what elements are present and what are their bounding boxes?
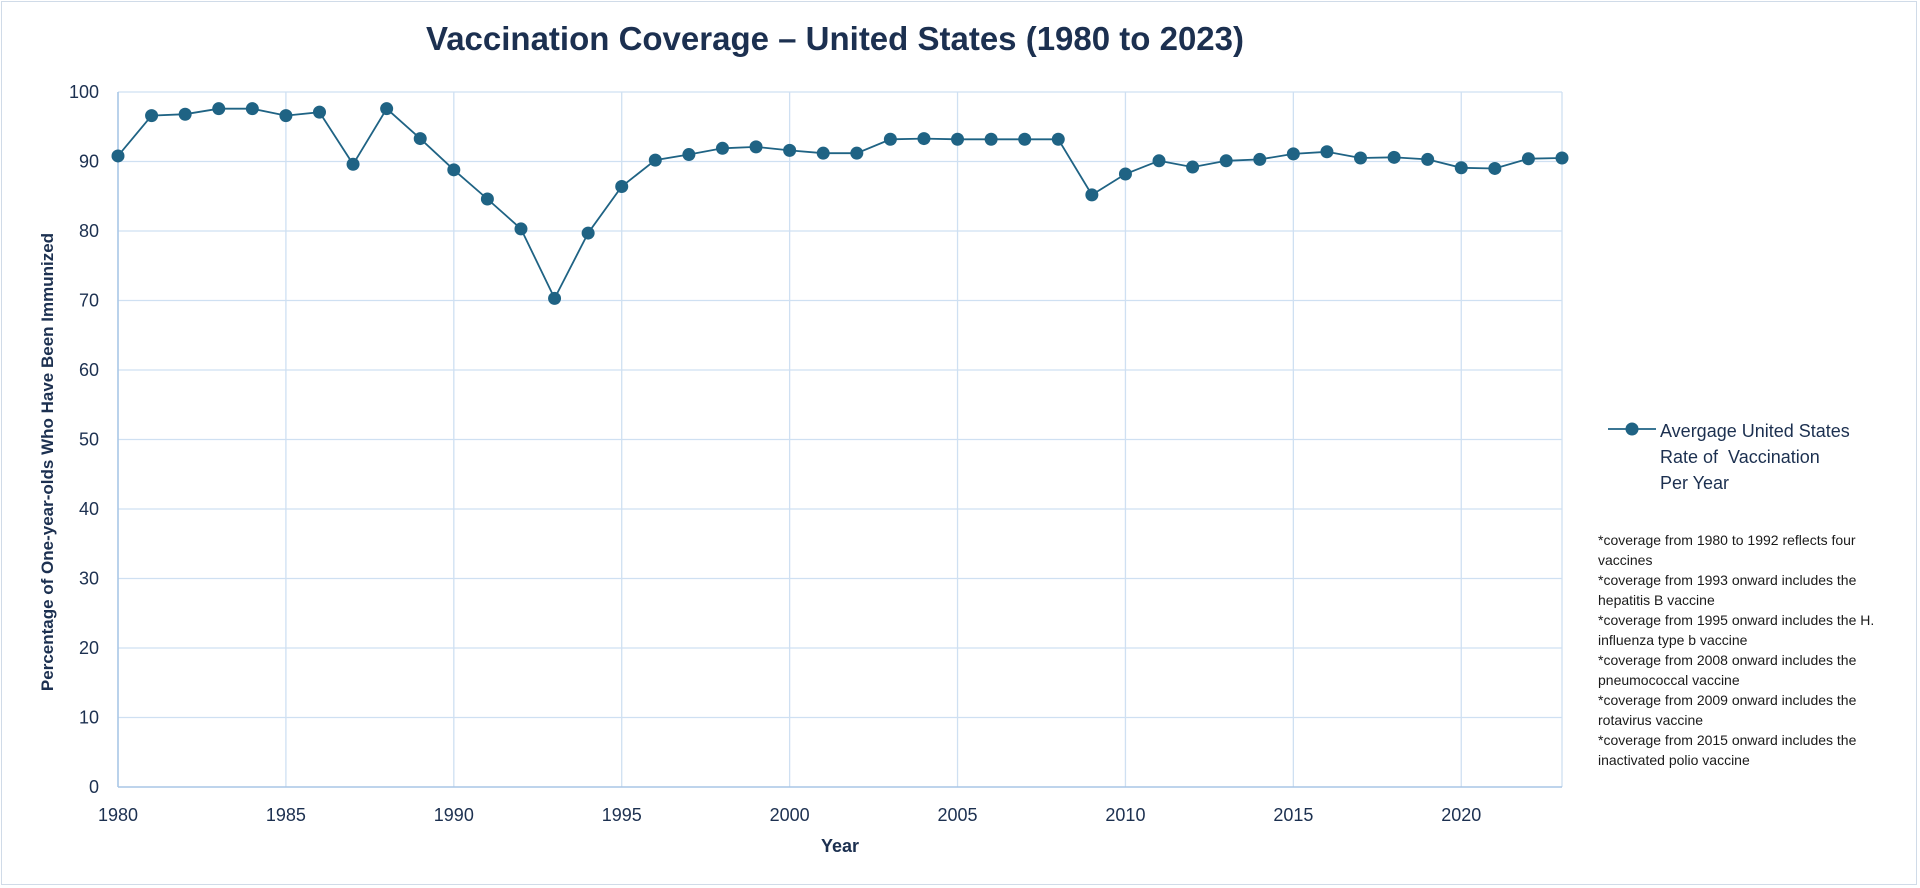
data-point: 2010: 88.2 xyxy=(1118,167,1132,181)
note-5: *coverage from 2009 onward includes the … xyxy=(1598,692,1857,728)
data-point: 1994: 79.7 xyxy=(581,226,595,240)
data-point: 2016: 91.4 xyxy=(1320,145,1334,159)
y-tick-label: 50 xyxy=(79,430,99,450)
x-tick-label: 2015 xyxy=(1273,805,1313,825)
data-point: 2017: 90.5 xyxy=(1354,151,1368,165)
y-tick-labels: 0 10 20 30 40 50 60 70 80 90 100 xyxy=(69,82,99,797)
data-point: 1989: 93.3 xyxy=(413,132,427,146)
series-line xyxy=(117,107,1563,301)
x-tick-label: 2020 xyxy=(1441,805,1481,825)
y-tick-label: 0 xyxy=(89,777,99,797)
data-point: 2022: 90.4 xyxy=(1521,152,1535,166)
data-point: 1986: 97.1 xyxy=(312,105,326,119)
data-point: 2006: 93.2 xyxy=(984,132,998,146)
legend-label: Avergage United States Rate of Vaccinati… xyxy=(1660,418,1885,496)
y-tick-label: 90 xyxy=(79,152,99,172)
x-tick-label: 2005 xyxy=(938,805,978,825)
x-tick-label: 1980 xyxy=(98,805,138,825)
chart-title: Vaccination Coverage – United States (19… xyxy=(426,20,1244,57)
data-point: 1996: 90.2 xyxy=(648,153,662,167)
x-tick-labels: 1980 1985 1990 1995 2000 2005 2010 2015 2020 xyxy=(98,805,1481,825)
data-point: 2005: 93.2 xyxy=(951,132,965,146)
data-point: 2009: 85.2 xyxy=(1085,188,1099,202)
legend-label-line-2: Rate of Vaccination xyxy=(1660,447,1820,467)
data-point: 2011: 90.1 xyxy=(1152,154,1166,168)
note-4: *coverage from 2008 onward includes the … xyxy=(1598,652,1857,688)
note-2: *coverage from 1993 onward includes the … xyxy=(1598,572,1857,608)
legend-label-line-3: Per Year xyxy=(1660,473,1730,493)
data-point: 1983: 97.6 xyxy=(212,102,226,116)
note-1: *coverage from 1980 to 1992 reflects fou… xyxy=(1598,532,1856,568)
data-point: 2000: 91.6 xyxy=(783,143,797,157)
coverage-notes: *coverage from 1980 to 1992 reflects fou… xyxy=(1598,530,1898,770)
y-tick-label: 80 xyxy=(79,221,99,241)
data-point: 2023: 90.5 xyxy=(1555,151,1569,165)
legend-label-line-1: Avergage United States xyxy=(1660,421,1850,441)
data-point: 1988: 97.6 xyxy=(380,102,394,116)
data-point: 1995: 86.4 xyxy=(615,180,629,194)
data-point: 2004: 93.3 xyxy=(917,132,931,146)
data-point: 2019: 90.3 xyxy=(1421,152,1435,166)
data-point: 2003: 93.2 xyxy=(883,132,897,146)
data-point: 1980: 90.8 xyxy=(111,149,125,163)
y-tick-label: 60 xyxy=(79,360,99,380)
data-series: 1980: 90.8 1981: 96.6 1982: 96.8 1983: 97.6… xyxy=(111,102,1569,305)
y-tick-label: 70 xyxy=(79,291,99,311)
data-point: 2021: 89 xyxy=(1488,161,1502,175)
y-tick-label: 20 xyxy=(79,638,99,658)
data-point: 1985: 96.6 xyxy=(279,109,293,123)
data-point: 2002: 91.2 xyxy=(850,146,864,160)
y-axis-title: Percentage of One-year-olds Who Have Bee… xyxy=(38,232,57,692)
x-axis-title: Year xyxy=(820,836,860,856)
data-point: 1997: 91 xyxy=(682,148,696,162)
data-point: 1987: 89.6 xyxy=(346,157,360,171)
x-tick-label: 2010 xyxy=(1105,805,1145,825)
y-tick-label: 100 xyxy=(69,82,99,102)
data-point: 1990: 88.8 xyxy=(447,163,461,177)
note-3: *coverage from 1995 onward includes the … xyxy=(1598,612,1875,648)
data-point: 1991: 84.6 xyxy=(480,192,494,206)
data-point: 2015: 91.1 xyxy=(1286,147,1300,161)
legend-marker-icon xyxy=(1608,422,1656,436)
data-point: 2008: 93.2 xyxy=(1051,132,1065,146)
data-point: 2013: 90.1 xyxy=(1219,154,1233,168)
data-point: 2014: 90.3 xyxy=(1253,152,1267,166)
data-point: 2018: 90.6 xyxy=(1387,150,1401,164)
data-point: 2012: 89.2 xyxy=(1186,160,1200,174)
grid-lines xyxy=(118,91,1563,787)
x-tick-label: 1985 xyxy=(266,805,306,825)
data-point: 1999: 92.1 xyxy=(749,140,763,154)
y-tick-label: 10 xyxy=(79,708,99,728)
x-tick-label: 1995 xyxy=(602,805,642,825)
note-6: *coverage from 2015 onward includes the … xyxy=(1598,732,1857,768)
data-point: 1993: 70.3 xyxy=(548,291,562,305)
data-point: 2007: 93.2 xyxy=(1018,132,1032,146)
axes xyxy=(117,92,1562,788)
data-point: 1984: 97.6 xyxy=(245,102,259,116)
data-point: 1982: 96.8 xyxy=(178,107,192,121)
y-tick-label: 30 xyxy=(79,569,99,589)
data-point: 2020: 89.1 xyxy=(1454,161,1468,175)
data-point: 1981: 96.6 xyxy=(145,109,159,123)
y-tick-label: 40 xyxy=(79,499,99,519)
data-point: 2001: 91.2 xyxy=(816,146,830,160)
x-tick-label: 2000 xyxy=(770,805,810,825)
data-point: 1998: 91.9 xyxy=(715,141,729,155)
data-point: 1992: 80.3 xyxy=(514,222,528,236)
x-tick-label: 1990 xyxy=(434,805,474,825)
